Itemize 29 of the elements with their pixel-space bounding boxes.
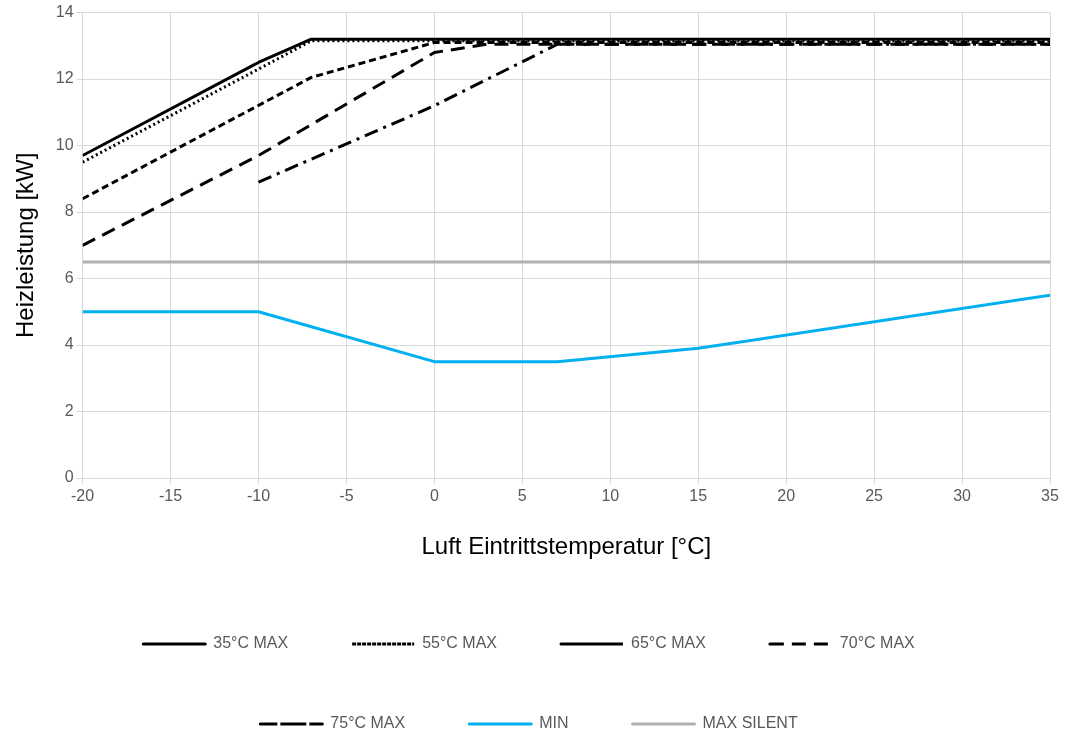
y-tick-label: 4: [64, 335, 74, 353]
y-tick-label: 0: [64, 468, 74, 486]
x-tick-label: 0: [429, 487, 439, 505]
x-tick-label: 25: [865, 487, 884, 505]
x-tick-label: 15: [689, 487, 708, 505]
legend-label: 55°C MAX: [422, 634, 498, 652]
x-tick-label: -20: [71, 487, 95, 505]
y-axis-title: Heizleistung [kW]: [11, 152, 39, 338]
legend-label: MAX SILENT: [702, 714, 798, 732]
x-tick-label: 30: [953, 487, 972, 505]
x-tick-label: 35: [1041, 487, 1059, 505]
legend-label: 65°C MAX: [631, 634, 707, 652]
legend-label: MIN: [539, 714, 569, 732]
y-tick-label: 10: [55, 135, 74, 153]
y-tick-label: 8: [64, 202, 74, 220]
x-tick-label: -5: [339, 487, 354, 505]
x-tick-label: -10: [246, 487, 271, 505]
x-axis-title: Luft Eintrittstemperatur [°C]: [421, 532, 712, 560]
legend-label: 70°C MAX: [839, 634, 916, 652]
legend-label: 35°C MAX: [213, 634, 289, 652]
legend-label: 75°C MAX: [330, 714, 406, 732]
x-tick-label: -15: [158, 487, 183, 505]
y-tick-label: 6: [64, 268, 74, 286]
y-tick-label: 12: [55, 69, 74, 87]
x-tick-label: 20: [777, 487, 796, 505]
y-tick-label: 14: [55, 3, 74, 21]
y-tick-label: 2: [64, 401, 74, 419]
x-tick-label: 5: [517, 487, 527, 505]
x-tick-label: 10: [601, 487, 620, 505]
